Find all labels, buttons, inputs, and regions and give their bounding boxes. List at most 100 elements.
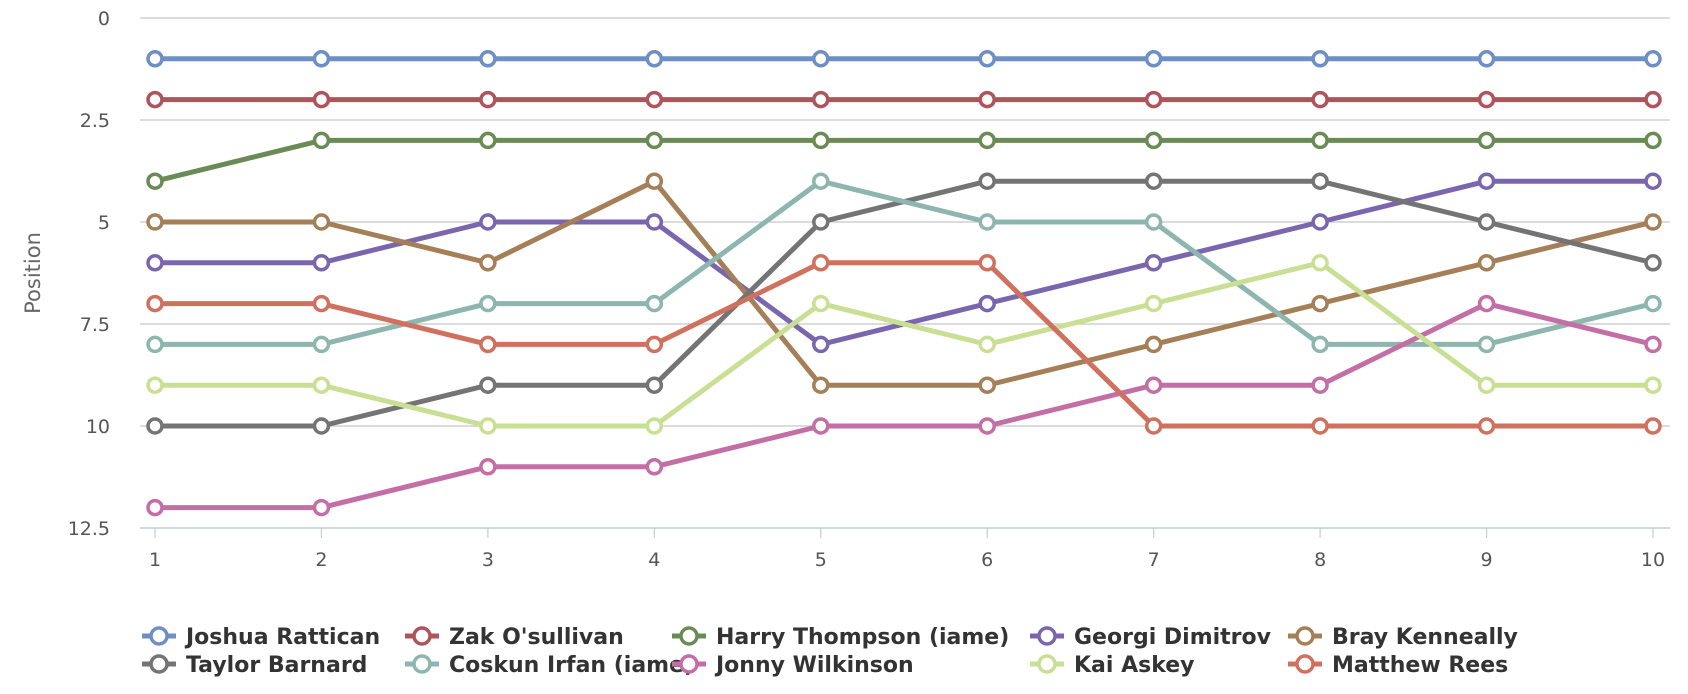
data-point[interactable]: [812, 50, 830, 68]
data-point[interactable]: [1144, 90, 1163, 109]
data-point[interactable]: [645, 131, 664, 150]
data-point[interactable]: [1144, 335, 1163, 354]
data-point[interactable]: [312, 417, 331, 435]
data-point[interactable]: [312, 294, 331, 313]
series-line[interactable]: [152, 260, 1656, 429]
data-point[interactable]: [1644, 294, 1662, 313]
series-9[interactable]: [146, 254, 1662, 435]
data-point[interactable]: [1144, 213, 1163, 231]
data-point[interactable]: [1644, 131, 1662, 150]
data-point[interactable]: [645, 417, 664, 435]
data-point[interactable]: [978, 172, 996, 190]
data-point[interactable]: [1644, 50, 1662, 68]
legend-item[interactable]: Taylor Barnard: [142, 653, 367, 678]
data-point[interactable]: [978, 376, 996, 394]
data-point[interactable]: [1644, 254, 1662, 272]
data-point[interactable]: [146, 294, 164, 313]
data-point[interactable]: [479, 254, 497, 272]
data-point[interactable]: [812, 131, 830, 150]
data-point[interactable]: [1477, 376, 1496, 394]
legend-item[interactable]: Jonny Wilkinson: [672, 653, 914, 678]
data-point[interactable]: [479, 131, 497, 150]
data-point[interactable]: [146, 213, 164, 231]
series-line[interactable]: [152, 178, 1656, 388]
legend-item[interactable]: Coskun Irfan (iame): [405, 653, 694, 678]
data-point[interactable]: [978, 90, 996, 109]
data-point[interactable]: [978, 294, 996, 313]
data-point[interactable]: [1477, 417, 1496, 435]
data-point[interactable]: [1144, 254, 1163, 272]
data-point[interactable]: [1644, 213, 1662, 231]
data-point[interactable]: [1311, 90, 1329, 109]
data-point[interactable]: [978, 213, 996, 231]
data-point[interactable]: [1644, 90, 1662, 109]
data-point[interactable]: [312, 335, 331, 354]
data-point[interactable]: [645, 213, 664, 231]
data-point[interactable]: [146, 376, 164, 394]
data-point[interactable]: [1311, 335, 1329, 354]
data-point[interactable]: [645, 335, 664, 354]
data-point[interactable]: [645, 172, 664, 190]
data-point[interactable]: [1477, 213, 1496, 231]
data-point[interactable]: [1311, 172, 1329, 190]
data-point[interactable]: [645, 294, 664, 313]
data-point[interactable]: [812, 294, 830, 313]
data-point[interactable]: [1311, 376, 1329, 394]
data-point[interactable]: [1477, 172, 1496, 190]
series-0[interactable]: [146, 50, 1662, 68]
data-point[interactable]: [479, 417, 497, 435]
data-point[interactable]: [312, 50, 331, 68]
data-point[interactable]: [978, 417, 996, 435]
data-point[interactable]: [645, 50, 664, 68]
data-point[interactable]: [978, 254, 996, 272]
data-point[interactable]: [479, 335, 497, 354]
series-line[interactable]: [152, 178, 1656, 429]
data-point[interactable]: [1144, 131, 1163, 150]
data-point[interactable]: [146, 254, 164, 272]
data-point[interactable]: [645, 458, 664, 476]
data-point[interactable]: [1644, 417, 1662, 435]
data-point[interactable]: [812, 172, 830, 190]
series-1[interactable]: [146, 90, 1662, 109]
data-point[interactable]: [1144, 294, 1163, 313]
series-line[interactable]: [152, 137, 1656, 184]
data-point[interactable]: [645, 376, 664, 394]
data-point[interactable]: [812, 254, 830, 272]
data-point[interactable]: [479, 213, 497, 231]
data-point[interactable]: [312, 213, 331, 231]
data-point[interactable]: [1311, 294, 1329, 313]
data-point[interactable]: [1477, 131, 1496, 150]
data-point[interactable]: [978, 335, 996, 354]
data-point[interactable]: [479, 294, 497, 313]
data-point[interactable]: [146, 498, 164, 517]
data-point[interactable]: [1311, 50, 1329, 68]
data-point[interactable]: [146, 417, 164, 435]
data-point[interactable]: [146, 172, 164, 190]
legend-item[interactable]: Zak O'sullivan: [405, 625, 624, 650]
data-point[interactable]: [1644, 376, 1662, 394]
series-5[interactable]: [146, 172, 1662, 435]
series-4[interactable]: [146, 172, 1662, 394]
data-point[interactable]: [479, 458, 497, 476]
data-point[interactable]: [812, 335, 830, 354]
data-point[interactable]: [312, 131, 331, 150]
data-point[interactable]: [146, 50, 164, 68]
data-point[interactable]: [146, 90, 164, 109]
legend-item[interactable]: Matthew Rees: [1288, 653, 1508, 678]
data-point[interactable]: [1311, 417, 1329, 435]
data-point[interactable]: [1644, 172, 1662, 190]
legend-item[interactable]: Kai Askey: [1030, 653, 1195, 678]
legend-item[interactable]: Harry Thompson (iame): [672, 625, 1009, 650]
data-point[interactable]: [812, 90, 830, 109]
data-point[interactable]: [1144, 172, 1163, 190]
legend-item[interactable]: Bray Kenneally: [1288, 625, 1518, 650]
data-point[interactable]: [312, 498, 331, 517]
series-7[interactable]: [146, 294, 1662, 517]
data-point[interactable]: [812, 417, 830, 435]
data-point[interactable]: [479, 376, 497, 394]
legend-item[interactable]: Joshua Rattican: [142, 625, 380, 650]
data-point[interactable]: [1311, 213, 1329, 231]
data-point[interactable]: [1477, 50, 1496, 68]
data-point[interactable]: [1144, 417, 1163, 435]
data-point[interactable]: [146, 335, 164, 354]
